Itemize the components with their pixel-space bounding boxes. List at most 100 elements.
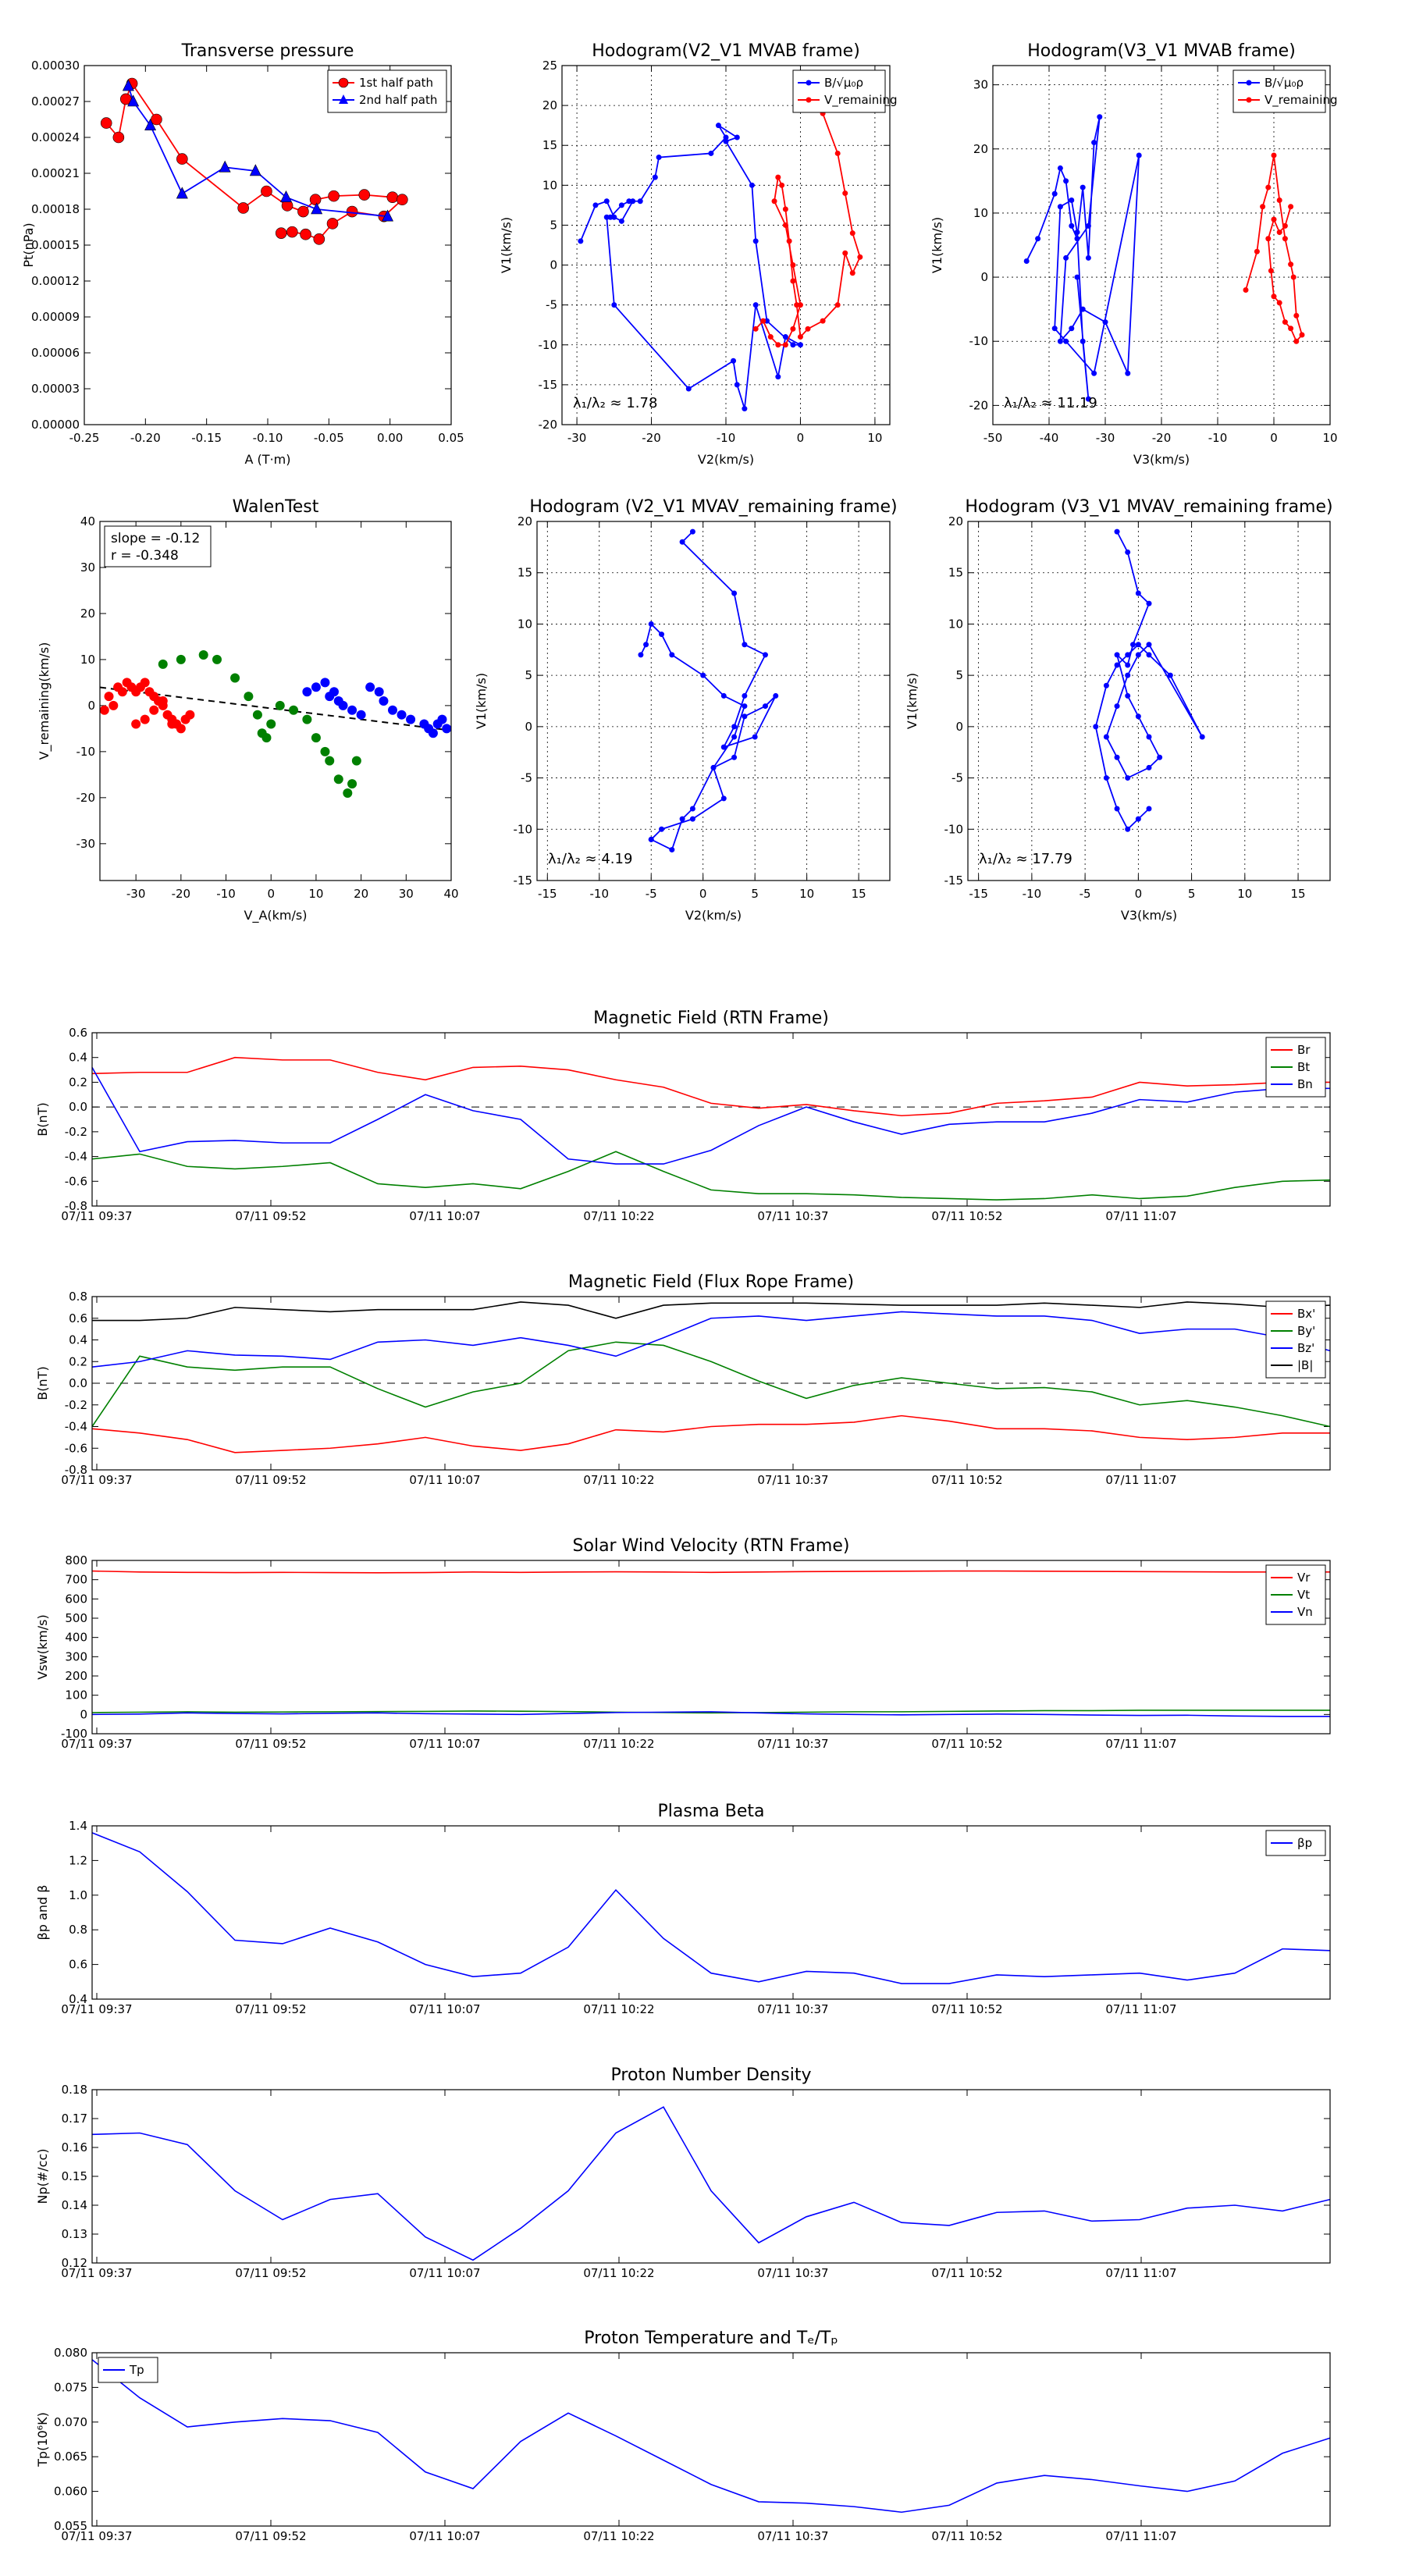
legend-label: Bx': [1297, 1307, 1315, 1321]
legend-label: By': [1297, 1324, 1315, 1338]
chart-title: Hodogram (V3_V1 MVAV_remaining frame): [965, 497, 1332, 517]
series-line: [91, 1832, 1331, 1984]
y-tick-label: -10: [969, 334, 989, 348]
data-point: [656, 155, 662, 161]
data-point: [849, 270, 855, 276]
y-axis-label: B(nT): [35, 1366, 50, 1400]
data-point: [212, 654, 222, 664]
series-B/√μ₀ρ: [578, 123, 803, 412]
series-line: [580, 124, 801, 409]
x-tick-label: -5: [646, 887, 657, 901]
plot-frame: [967, 521, 1331, 881]
x-tick-label: -40: [1040, 431, 1059, 445]
data-point: [365, 682, 375, 692]
data-point: [679, 539, 685, 545]
x-tick-label: 0: [267, 887, 275, 901]
data-point: [611, 302, 617, 308]
plot-frame: [561, 65, 891, 425]
chart-10: 0.4 0.6 0.8 1.0 1.2 1.4 07/11 09:37 07/11 09:52…: [35, 1802, 1331, 2016]
data-point: [1167, 672, 1173, 678]
y-tick-label: 0.060: [54, 2485, 87, 2499]
chart-title: WalenTest: [233, 497, 319, 517]
legend-label: Bn: [1297, 1077, 1313, 1091]
x-tick-label: -0.15: [191, 431, 222, 445]
y-tick-label: 700: [65, 1573, 87, 1587]
x-tick-label: 0: [797, 431, 805, 445]
series-Vr: [91, 1570, 1330, 1574]
y-tick-label: 0.00003: [31, 382, 80, 396]
y-tick-label: 0.8: [69, 1923, 87, 1937]
data-point: [1103, 734, 1109, 740]
x-tick-label: 07/11 09:52: [235, 1209, 306, 1223]
y-tick-label: -30: [76, 837, 96, 851]
data-point: [723, 138, 729, 144]
data-point: [652, 174, 658, 180]
series-line: [91, 1151, 1331, 1201]
data-point: [1085, 254, 1091, 261]
y-tick-label: 0.15: [62, 2169, 87, 2183]
data-point: [1069, 222, 1075, 229]
series-line: [91, 1311, 1331, 1368]
data-point: [140, 714, 150, 724]
legend-marker: [338, 77, 349, 88]
data-point: [731, 358, 737, 364]
data-point: [775, 342, 781, 348]
data-point: [131, 719, 141, 729]
series-red: [99, 678, 195, 734]
x-tick-label: 07/11 09:52: [235, 2529, 306, 2543]
data-point: [1085, 222, 1091, 229]
data-point: [1288, 326, 1294, 332]
data-point: [1254, 248, 1260, 254]
data-point: [158, 696, 168, 706]
annotation-text: λ₁/λ₂ ≈ 1.78: [573, 395, 657, 411]
x-axis-label: V3(km/s): [1133, 452, 1190, 467]
x-tick-label: 20: [354, 887, 368, 901]
y-tick-label: 0.00030: [31, 59, 80, 73]
data-point: [1146, 600, 1152, 607]
data-point: [734, 134, 740, 141]
data-point: [1125, 672, 1131, 678]
y-tick-label: 300: [65, 1649, 87, 1663]
data-point: [151, 113, 162, 126]
chart-8: -0.8 -0.6 -0.4 -0.2 0.0 0.2 0.4 0.6 0.8 07/11 09:…: [35, 1272, 1331, 1487]
data-point: [1103, 775, 1109, 781]
data-point: [1265, 236, 1272, 242]
data-point: [1146, 642, 1152, 648]
chart-title: Hodogram (V2_V1 MVAV_remaining frame): [529, 497, 897, 517]
data-point: [637, 198, 643, 205]
data-point: [176, 654, 186, 664]
data-point: [805, 326, 811, 332]
y-tick-label: 10: [518, 617, 532, 631]
y-tick-label: 0.080: [54, 2346, 87, 2360]
data-point: [311, 202, 323, 215]
x-tick-label: 10: [308, 887, 323, 901]
y-tick-label: 0.065: [54, 2450, 87, 2464]
y-tick-label: 10: [542, 178, 557, 192]
data-point: [1135, 590, 1141, 596]
chart-title: Hodogram(V3_V1 MVAB frame): [1027, 41, 1296, 61]
data-point: [1125, 549, 1131, 555]
data-point: [1135, 652, 1141, 658]
data-point: [685, 386, 692, 392]
data-point: [659, 826, 665, 832]
data-point: [347, 705, 357, 715]
x-tick-label: 10: [1322, 431, 1337, 445]
data-point: [1135, 642, 1141, 648]
series-Bn: [91, 1067, 1330, 1165]
data-point: [607, 214, 614, 220]
data-point: [603, 198, 610, 205]
data-point: [1080, 338, 1086, 344]
y-tick-label: 0.17: [62, 2112, 87, 2126]
data-point: [1125, 775, 1131, 781]
legend-label: |B|: [1297, 1358, 1313, 1372]
x-tick-label: 07/11 11:07: [1105, 1209, 1176, 1223]
data-point: [249, 164, 261, 176]
data-point: [731, 724, 738, 730]
data-point: [762, 703, 768, 710]
x-axis-label: V3(km/s): [1121, 908, 1177, 923]
x-tick-label: 07/11 10:52: [931, 1209, 1002, 1223]
data-point: [311, 733, 321, 743]
data-point: [280, 190, 292, 202]
data-point: [1114, 528, 1120, 535]
plot-frame: [99, 521, 452, 881]
